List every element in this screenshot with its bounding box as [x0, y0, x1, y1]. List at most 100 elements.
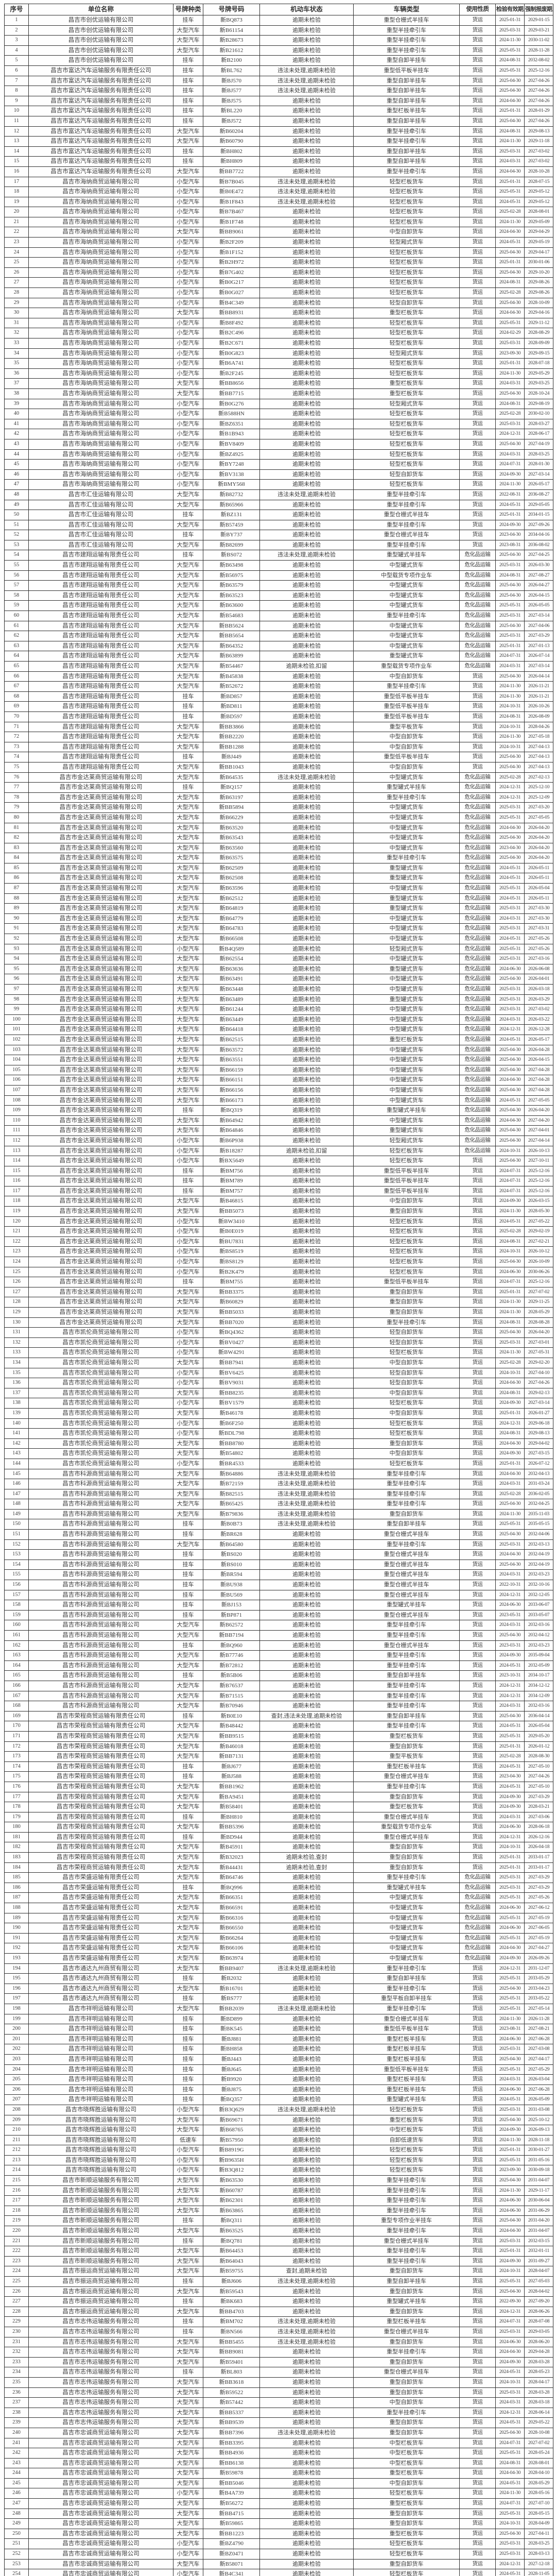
cell-plate_type: 大型汽车	[173, 1680, 203, 1691]
cell-vehicle_type: 重型半挂牵引车	[353, 2175, 460, 2186]
cell-vehicle_status: 逾期未检验	[259, 590, 354, 601]
table-row: 22 昌吉市海纳商贸运输有限公司 大型汽车 新BB9061 逾期未检验 中型自卸货车 货运 2…	[4, 227, 553, 238]
cell-vehicle_status: 逾期未检验	[259, 620, 354, 632]
cell-company: 昌吉市通达九州商贸有限公司	[28, 1983, 173, 1994]
table-row: 51 昌吉市汇佳运输有限公司 大型汽车 新B57459 逾期未检验 重型半挂牵引车 货运 20…	[4, 519, 553, 531]
cell-plate_type: 小型汽车	[173, 1428, 203, 1439]
cell-plate_type: 大型汽车	[173, 1408, 203, 1419]
cell-inspection_valid_until: 2024-05-31	[495, 2569, 525, 2576]
cell-usage: 危化品运输	[459, 560, 496, 571]
cell-vehicle_status: 逾期未检验	[259, 2226, 354, 2236]
cell-company: 昌吉市科源商贸运输有限公司	[28, 1559, 173, 1570]
cell-inspection_valid_until: 2024-10-31	[495, 2377, 525, 2388]
cell-seq: 232	[4, 2347, 29, 2358]
cell-company: 昌吉市金达莱商贸运输有限公司	[28, 853, 173, 863]
cell-inspection_valid_until: 2024-07-31	[495, 459, 525, 470]
cell-vehicle_status: 逾期未检验	[259, 1277, 354, 1287]
cell-mandatory_scrap_until: 2027-07-02	[524, 1286, 553, 1298]
cell-vehicle_type: 重型自卸半挂车	[353, 55, 460, 66]
cell-mandatory_scrap_until: 2030-06-04	[524, 2195, 553, 2206]
cell-vehicle_status: 逾期未检验	[259, 328, 354, 338]
cell-vehicle_type: 重型自卸半挂车	[353, 2276, 460, 2287]
cell-vehicle_status: 逾期未检验	[259, 842, 354, 854]
cell-seq: 228	[4, 2306, 29, 2317]
cell-plate_type: 大型汽车	[173, 1721, 203, 1732]
cell-company: 昌吉市金达莱商贸运输有限公司	[28, 1135, 173, 1146]
cell-vehicle_status: 逾期未检验	[259, 1892, 354, 1904]
cell-plate_type: 大型汽车	[173, 1731, 203, 1742]
cell-plate_type: 大型汽车	[173, 1317, 203, 1328]
cell-inspection_valid_until: 2025-05-31	[495, 2448, 525, 2459]
cell-seq: 244	[4, 2468, 29, 2479]
cell-mandatory_scrap_until: 2027-04-20	[524, 1115, 553, 1126]
cell-mandatory_scrap_until: 2032-04-19	[524, 1549, 553, 1560]
cell-mandatory_scrap_until: 2026-03-22	[524, 1014, 553, 1025]
cell-usage: 货运	[459, 75, 496, 87]
cell-company: 昌吉市凯伦商贸运输有限公司	[28, 1438, 173, 1449]
cell-vehicle_status: 逾期未检验	[259, 2569, 354, 2576]
cell-seq: 56	[4, 570, 29, 581]
cell-usage: 危化品运输	[459, 1105, 496, 1116]
cell-plate_type: 大型汽车	[173, 1701, 203, 1711]
cell-vehicle_type: 重型自卸半挂车	[353, 115, 460, 127]
cell-inspection_valid_until: 2024-10-31	[495, 2266, 525, 2277]
cell-inspection_valid_until: 2025-01-31	[495, 2145, 525, 2156]
cell-usage: 货运	[459, 1842, 496, 1853]
cell-plate_no: 新BY7248	[203, 459, 260, 470]
cell-mandatory_scrap_until: 2027-05-10	[524, 1761, 553, 1772]
cell-company: 昌吉市金达莱商贸运输有限公司	[28, 984, 173, 995]
table-row: 134 昌吉市凯伦商贸运输有限公司 大型汽车 新BB7941 逾期未检验 中型自卸货车 货运…	[4, 1357, 553, 1368]
cell-usage: 货运	[459, 1569, 496, 1581]
cell-mandatory_scrap_until: 2027-05-18	[524, 732, 553, 742]
cell-plate_type: 挂车	[173, 2316, 203, 2327]
cell-vehicle_status: 逾期未检验	[259, 802, 354, 813]
cell-inspection_valid_until: 2024-04-30	[495, 308, 525, 318]
cell-company: 昌吉市金达莱商贸运输有限公司	[28, 802, 173, 813]
cell-usage: 货运	[459, 711, 496, 722]
cell-company: 昌吉市建翔运输有限责任公司	[28, 580, 173, 591]
cell-plate_type: 挂车	[173, 2033, 203, 2045]
cell-vehicle_type: 中型罐式货车	[353, 580, 460, 591]
cell-usage: 货运	[459, 2125, 496, 2136]
cell-usage: 危化品运输	[459, 1135, 496, 1146]
cell-inspection_valid_until: 2025-04-30	[495, 1125, 525, 1136]
cell-vehicle_type: 重型自卸货车	[353, 1307, 460, 1318]
cell-seq: 181	[4, 1832, 29, 1843]
table-row: 77 昌吉市金达莱商贸运输有限公司 挂车 新BQ157 逾期未检验 重型罐式半挂车 危化品运…	[4, 782, 553, 793]
cell-plate_no: 新B72159	[203, 1479, 260, 1489]
cell-vehicle_type: 中型罐式货车	[353, 1115, 460, 1126]
cell-vehicle_type: 中型自卸货车	[353, 1357, 460, 1368]
cell-mandatory_scrap_until: 2027-05-05	[524, 1095, 553, 1106]
cell-inspection_valid_until: 2025-03-31	[495, 954, 525, 964]
cell-usage: 货运	[459, 1862, 496, 1873]
cell-company: 昌吉市志伟运输服务有限公司	[28, 2367, 173, 2378]
cell-usage: 货运	[459, 2508, 496, 2519]
table-row: 73 昌吉市建翔运输有限责任公司 大型汽车 新BB1288 逾期未检验 中型自卸货车 货运 2…	[4, 741, 553, 753]
cell-vehicle_type: 重型半挂牵引车	[353, 1781, 460, 1792]
cell-seq: 133	[4, 1347, 29, 1358]
cell-company: 昌吉市荣程商贸运输有限责任公司	[28, 1731, 173, 1742]
cell-vehicle_status: 逾期未检验	[259, 1811, 354, 1823]
cell-plate_type: 挂车	[173, 2074, 203, 2085]
cell-company: 昌吉市金达莱商贸运输有限公司	[28, 1145, 173, 1157]
table-row: 230 昌吉市志伟运输服务有限公司 挂车 新BN566 违法未处理,逾期未检验 重型仓栅式…	[4, 2326, 553, 2337]
cell-company: 昌吉市科源商贸运输有限公司	[28, 1529, 173, 1540]
table-row: 45 昌吉市海纳商贸运输有限公司 小型汽车 新BY7248 逾期未检验 轻型栏板货车 货运 2…	[4, 459, 553, 470]
cell-seq: 163	[4, 1650, 29, 1661]
table-row: 195 昌吉市通达九州商贸有限公司 挂车 新B2032 逾期未检验 重型自卸半挂车 货运 20…	[4, 1973, 553, 1984]
cell-mandatory_scrap_until: 2027-04-28	[524, 1064, 553, 1076]
cell-plate_type: 小型汽车	[173, 2569, 203, 2576]
cell-plate_type: 大型汽车	[173, 580, 203, 591]
cell-seq: 86	[4, 873, 29, 884]
cell-plate_no: 新BB1962	[203, 1781, 260, 1792]
cell-seq: 206	[4, 2084, 29, 2095]
cell-seq: 187	[4, 1892, 29, 1904]
cell-plate_no: 新B65425	[203, 1499, 260, 1510]
table-row: 179 昌吉市荣程商贸运输有限责任公司 挂车 新BH810 逾期未检验 重型仓栅式半挂车货…	[4, 1811, 553, 1823]
cell-plate_no: 新B57459	[203, 519, 260, 531]
cell-plate_type: 大型汽车	[173, 2448, 203, 2459]
cell-company: 昌吉市荣程商贸运输有限责任公司	[28, 1802, 173, 1812]
table-row: 61 昌吉市建翔运输有限责任公司 大型汽车 新BB5624 逾期未检验 中型罐式货车 危化品…	[4, 620, 553, 632]
cell-plate_type: 小型汽车	[173, 1347, 203, 1358]
cell-vehicle_type: 重型半挂牵引车	[353, 1872, 460, 1883]
